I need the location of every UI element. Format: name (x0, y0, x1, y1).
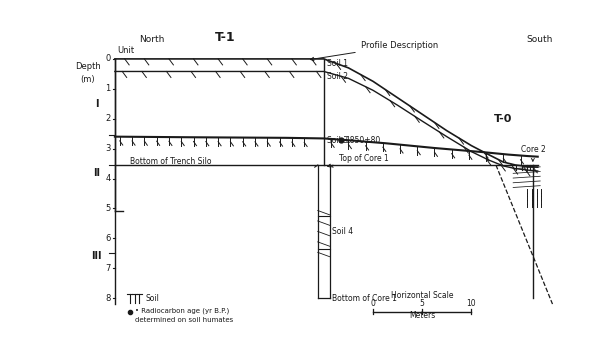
Text: • Radiocarbon age (yr B.P.): • Radiocarbon age (yr B.P.) (134, 307, 229, 314)
Text: Unit: Unit (118, 46, 134, 55)
Text: (m): (m) (80, 75, 95, 84)
Text: 8: 8 (105, 294, 110, 303)
Text: 5: 5 (420, 299, 425, 308)
Text: South: South (526, 35, 553, 44)
Text: Meters: Meters (409, 311, 436, 320)
Text: 0: 0 (371, 299, 376, 308)
Text: Top of Core 1: Top of Core 1 (328, 154, 388, 167)
Text: 0: 0 (105, 54, 110, 63)
Text: Soil 3: Soil 3 (327, 136, 348, 145)
Text: Depth: Depth (75, 62, 101, 71)
Text: I: I (95, 99, 98, 109)
Text: T-0: T-0 (494, 114, 512, 124)
Text: 3: 3 (105, 144, 110, 153)
Text: II: II (93, 168, 100, 177)
Text: Soil 2: Soil 2 (327, 72, 348, 81)
Text: 10: 10 (467, 299, 476, 308)
Text: 4: 4 (105, 174, 110, 183)
Text: 1: 1 (105, 84, 110, 93)
Text: Bottom of Trench Silo: Bottom of Trench Silo (130, 157, 211, 166)
Text: 5: 5 (105, 204, 110, 213)
Text: 7: 7 (105, 264, 110, 273)
Text: determined on soil humates: determined on soil humates (134, 317, 233, 323)
Text: Profile Description: Profile Description (310, 41, 438, 61)
Text: North: North (139, 35, 164, 44)
Text: 1850±80: 1850±80 (346, 136, 381, 145)
Text: Bottom of Core 1: Bottom of Core 1 (332, 294, 397, 303)
Text: III: III (91, 251, 101, 261)
Text: Core 2: Core 2 (521, 145, 545, 161)
Text: Soil 4: Soil 4 (332, 227, 353, 236)
Text: Soil 1: Soil 1 (327, 59, 348, 68)
Text: Horizontal Scale: Horizontal Scale (391, 291, 454, 300)
Text: 2: 2 (105, 114, 110, 123)
Text: T-1: T-1 (215, 31, 236, 44)
Text: Soil: Soil (146, 294, 160, 303)
Text: 6: 6 (105, 234, 110, 243)
